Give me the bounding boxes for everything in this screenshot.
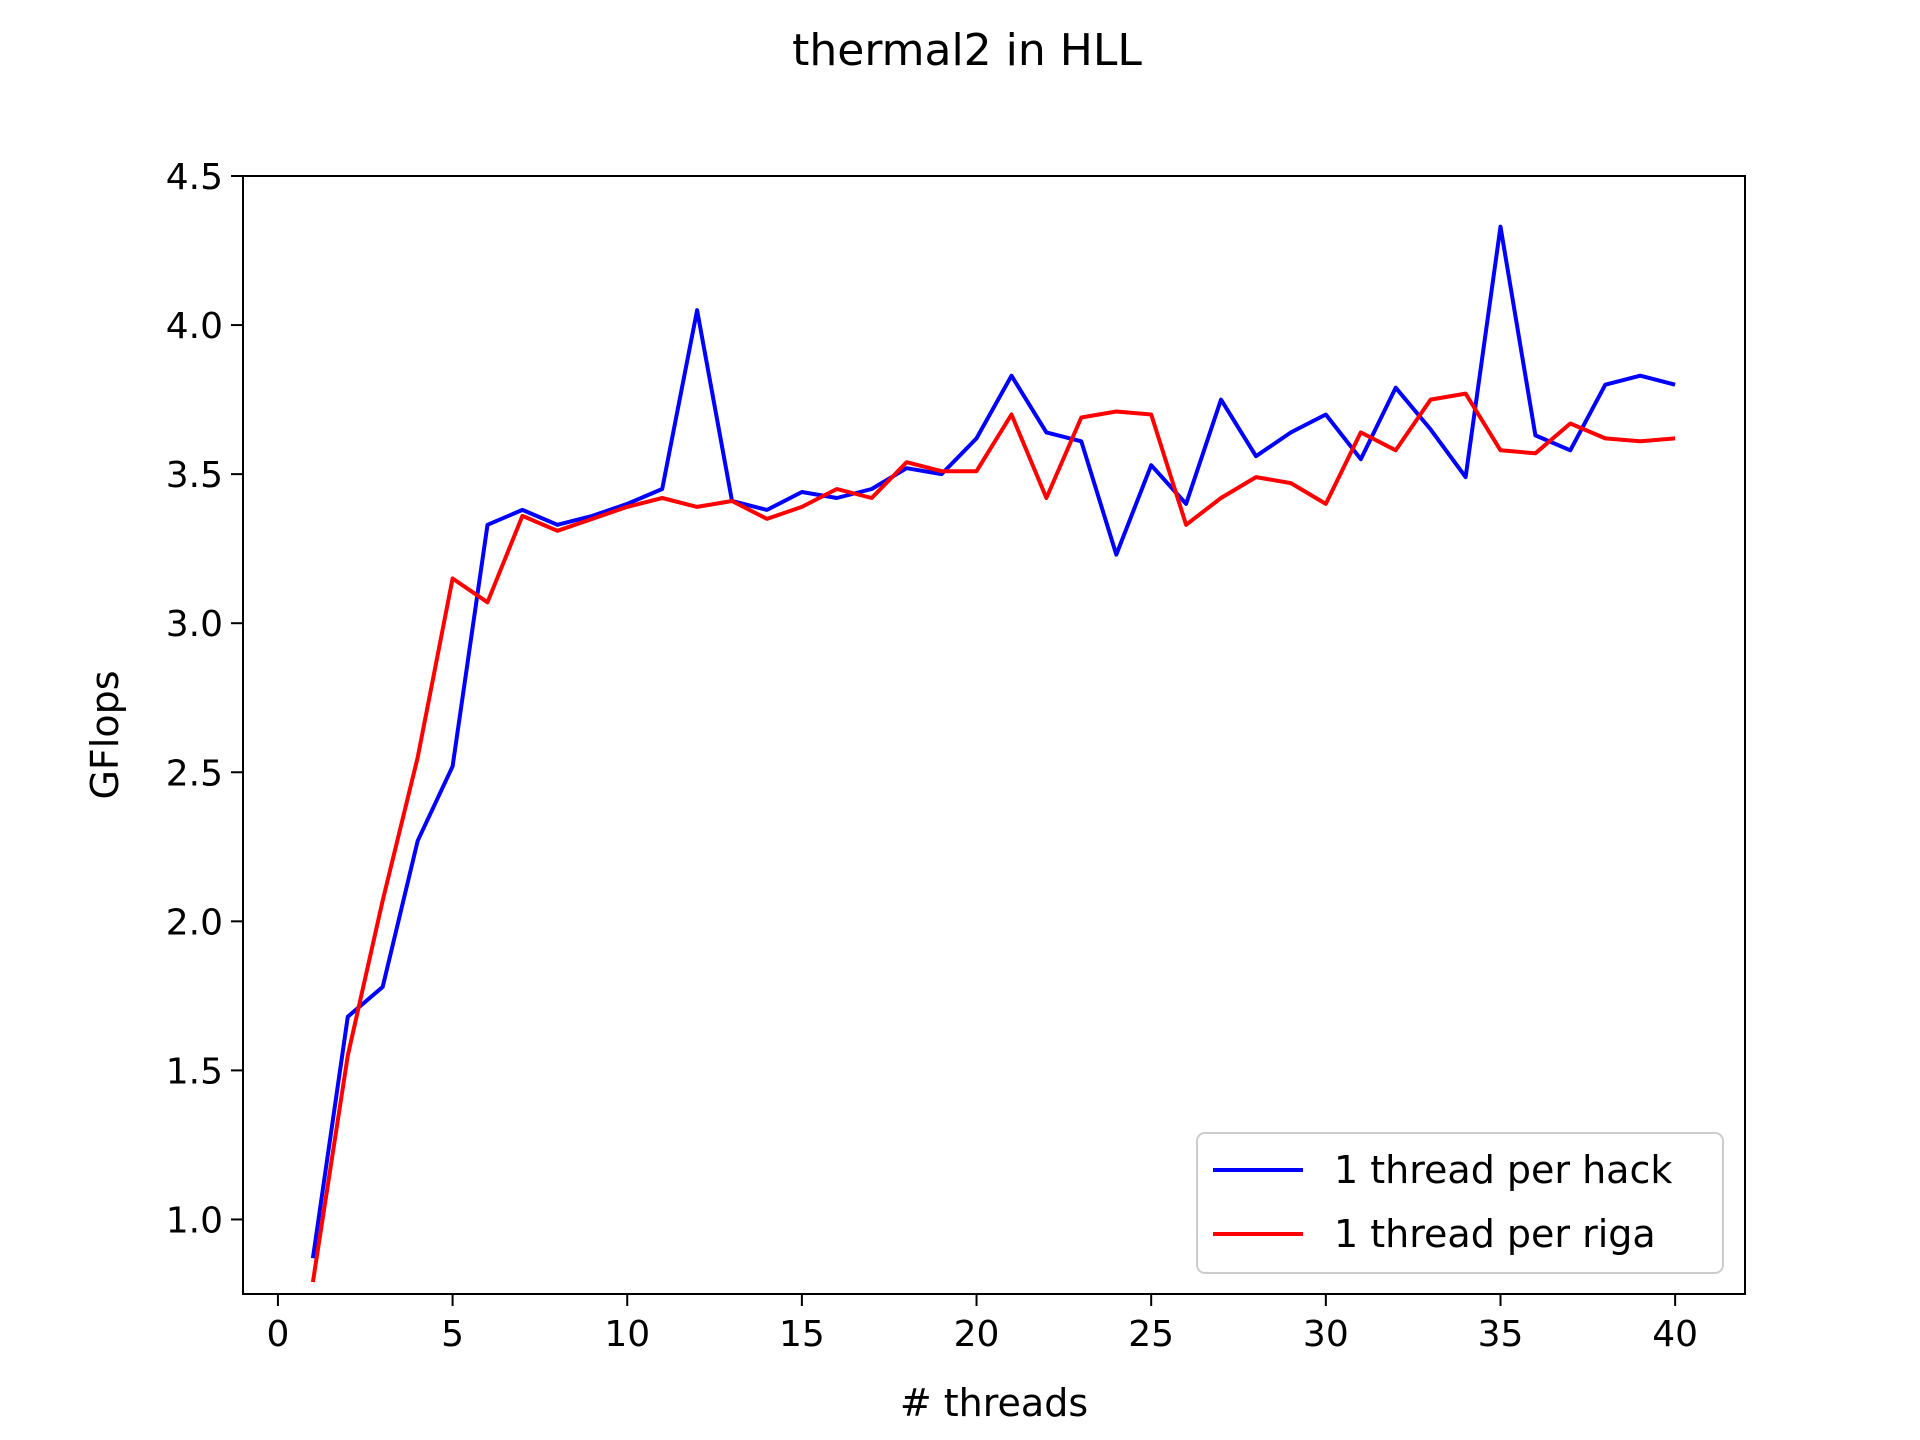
x-axis: 0 5 10 15 20 25 30 35 40 [266, 1294, 1698, 1355]
x-tick-label: 15 [779, 1314, 825, 1355]
y-tick-label: 4.5 [166, 157, 223, 198]
plot-area [242, 175, 1746, 1295]
x-tick-label: 35 [1478, 1314, 1524, 1355]
legend-label-hack: 1 thread per hack [1334, 1148, 1672, 1192]
y-tick-label: 2.5 [166, 753, 223, 794]
x-tick-label: 20 [954, 1314, 1000, 1355]
x-tick-label: 25 [1128, 1314, 1174, 1355]
chart-title: thermal2 in HLL [792, 25, 1142, 76]
x-tick-label: 10 [604, 1314, 650, 1355]
y-tick-label: 1.5 [166, 1051, 223, 1092]
y-tick-label: 1.0 [166, 1200, 223, 1241]
series-line-riga [310, 391, 1676, 1283]
y-tick-label: 3.0 [166, 604, 223, 645]
x-axis-title: # threads [900, 1381, 1088, 1425]
y-tick-label: 3.5 [166, 455, 223, 496]
y-axis-title: GFlops [83, 670, 127, 799]
series-lines [310, 224, 1676, 1283]
y-tick-label: 4.0 [166, 306, 223, 347]
series-line-hack [310, 224, 1676, 1259]
x-tick-label: 0 [266, 1314, 289, 1355]
x-tick-label: 5 [441, 1314, 464, 1355]
y-axis: 1.0 1.5 2.0 2.5 3.0 3.5 4.0 4.5 [166, 157, 243, 1241]
legend: 1 thread per hack 1 thread per riga [1196, 1132, 1724, 1274]
y-tick-label: 2.0 [166, 902, 223, 943]
legend-frame [1196, 1132, 1724, 1274]
x-tick-label: 30 [1303, 1314, 1349, 1355]
x-tick-label: 40 [1652, 1314, 1698, 1355]
legend-label-riga: 1 thread per riga [1334, 1212, 1656, 1256]
